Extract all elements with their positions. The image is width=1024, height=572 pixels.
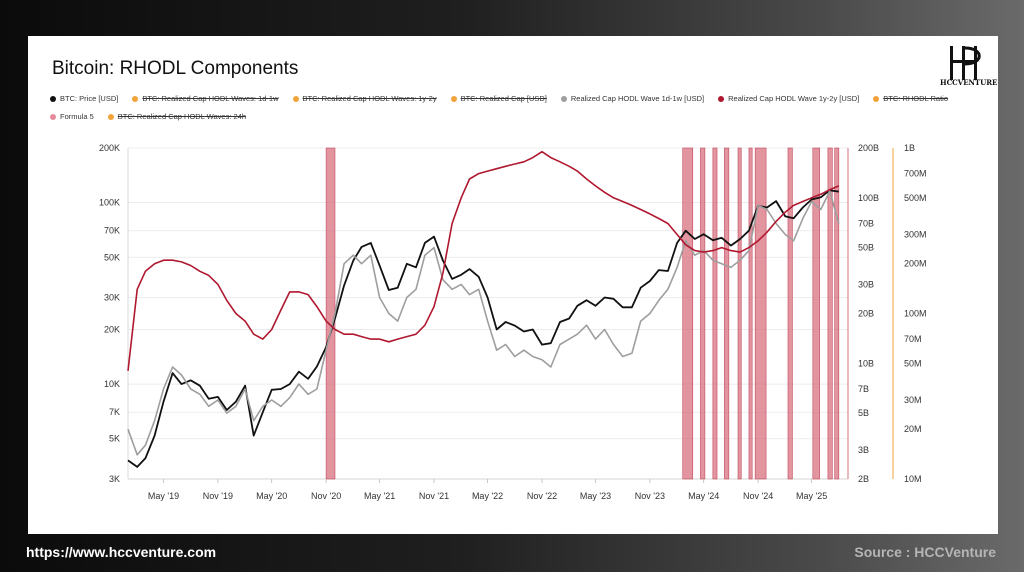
legend-item[interactable]: BTC: Price [USD]: [50, 94, 118, 103]
y-right1-tick-label: 30B: [858, 279, 874, 289]
formula5-band: [834, 147, 840, 480]
legend-label: BTC: Price [USD]: [60, 94, 119, 103]
formula5-band: [754, 147, 767, 480]
chart-legend: BTC: Price [USD] BTC: Realized Cap HODL W…: [50, 94, 950, 121]
y-right1-tick-label: 5B: [858, 408, 869, 418]
formula5-band: [737, 147, 742, 480]
legend-label: BTC: Realized Cap HODL Waves: 24h: [117, 112, 247, 121]
formula5-band: [827, 147, 833, 480]
y-right1-tick-label: 3B: [858, 445, 869, 455]
y-right2-tick-label: 300M: [904, 230, 927, 240]
chart-title: Bitcoin: RHODL Components: [52, 58, 299, 79]
legend-item[interactable]: Formula 5: [50, 112, 94, 121]
y-right2-tick-label: 1B: [904, 143, 915, 153]
legend-swatch: [50, 95, 56, 102]
y-right1-tick-label: 200B: [858, 143, 879, 153]
y-left-tick-label: 30K: [104, 293, 120, 303]
y-left-tick-label: 20K: [104, 324, 120, 334]
legend-label: Realized Cap HODL Wave 1d-1w [USD]: [570, 94, 705, 103]
y-right1-tick-label: 20B: [858, 309, 874, 319]
legend-item[interactable]: BTC: Realized Cap HODL Waves: 24h: [107, 112, 247, 121]
series-line: [127, 189, 839, 468]
x-tick-label: May '22: [472, 491, 503, 501]
x-tick-label: May '25: [796, 491, 827, 501]
formula5-band: [787, 147, 793, 480]
x-tick-label: Nov '22: [527, 491, 557, 501]
x-tick-label: May '20: [256, 491, 287, 501]
x-tick-label: Nov '21: [419, 491, 449, 501]
formula5-band: [700, 147, 706, 480]
legend-item[interactable]: Realized Cap HODL Wave 1y-2y [USD]: [718, 94, 859, 103]
legend-swatch: [50, 113, 56, 120]
hccventure-logo: [950, 46, 981, 80]
y-right2-tick-label: 30M: [904, 395, 922, 405]
legend-swatch: [132, 95, 139, 102]
y-left-tick-label: 3K: [109, 474, 120, 484]
legend-label: Formula 5: [60, 112, 94, 121]
legend-label: BTC: RHODL Ratio: [883, 94, 949, 103]
x-tick-label: Nov '23: [635, 491, 665, 501]
legend-item[interactable]: Realized Cap HODL Wave 1d-1w [USD]: [560, 94, 705, 103]
x-tick-label: Nov '19: [203, 491, 233, 501]
legend-item[interactable]: BTC: Realized Cap HODL Waves: 1y-2y: [292, 94, 437, 103]
y-right2-tick-label: 700M: [904, 169, 927, 179]
y-right1-tick-label: 50B: [858, 243, 874, 253]
legend-item[interactable]: BTC: Realized Cap HODL Waves: 1d-1w: [132, 94, 279, 103]
legend-label: BTC: Realized Cap HODL Waves: 1d-1w: [142, 94, 279, 103]
footer-url[interactable]: https://www.hccventure.com: [26, 544, 217, 560]
y-right2-tick-label: 10M: [904, 474, 922, 484]
y-left-tick-label: 70K: [104, 226, 120, 236]
x-tick-label: May '19: [148, 491, 179, 501]
y-left-tick-label: 100K: [99, 198, 120, 208]
y-right1-tick-label: 70B: [858, 218, 874, 228]
x-tick-label: May '23: [580, 491, 611, 501]
formula5-band: [712, 147, 718, 480]
formula5-band: [724, 147, 730, 480]
series-line: [127, 190, 840, 456]
legend-label: BTC: Realized Cap HODL Waves: 1y-2y: [302, 94, 437, 103]
legend-swatch: [450, 95, 457, 102]
formula5-band: [748, 147, 753, 480]
y-left-tick-label: 10K: [104, 379, 120, 389]
x-tick-label: Nov '24: [743, 491, 773, 501]
formula5-band: [682, 147, 694, 480]
y-left-tick-label: 5K: [109, 434, 120, 444]
y-right1-tick-label: 100B: [858, 193, 879, 203]
y-right2-tick-label: 200M: [904, 259, 927, 269]
x-tick-label: Nov '20: [311, 491, 341, 501]
series-line: [127, 150, 840, 371]
legend-item[interactable]: BTC: RHODL Ratio: [873, 94, 948, 103]
y-left-tick-label: 7K: [109, 407, 120, 417]
legend-item[interactable]: BTC: Realized Cap [USD]: [450, 94, 547, 103]
legend-swatch: [107, 113, 114, 120]
y-right2-tick-label: 50M: [904, 358, 922, 368]
x-tick-label: May '21: [364, 491, 395, 501]
logo-text: HCCVENTURE: [940, 78, 998, 87]
formula5-band: [812, 147, 820, 480]
legend-swatch: [560, 95, 567, 102]
y-left-tick-label: 200K: [99, 143, 120, 153]
y-right2-tick-label: 500M: [904, 193, 927, 203]
x-tick-label: May '24: [688, 491, 719, 501]
y-right2-tick-label: 70M: [904, 334, 922, 344]
y-right1-tick-label: 2B: [858, 474, 869, 484]
legend-label: BTC: Realized Cap [USD]: [460, 94, 547, 103]
y-right1-tick-label: 7B: [858, 384, 869, 394]
y-right2-tick-label: 20M: [904, 424, 922, 434]
legend-label: Realized Cap HODL Wave 1y-2y [USD]: [728, 94, 860, 103]
formula5-band: [325, 147, 336, 480]
footer-source: Source : HCCVenture: [854, 544, 996, 560]
y-right1-tick-label: 10B: [858, 358, 874, 368]
legend-swatch: [873, 95, 880, 102]
legend-swatch: [292, 95, 299, 102]
legend-swatch: [718, 95, 725, 102]
y-left-tick-label: 50K: [104, 252, 120, 262]
y-right2-tick-label: 100M: [904, 309, 927, 319]
